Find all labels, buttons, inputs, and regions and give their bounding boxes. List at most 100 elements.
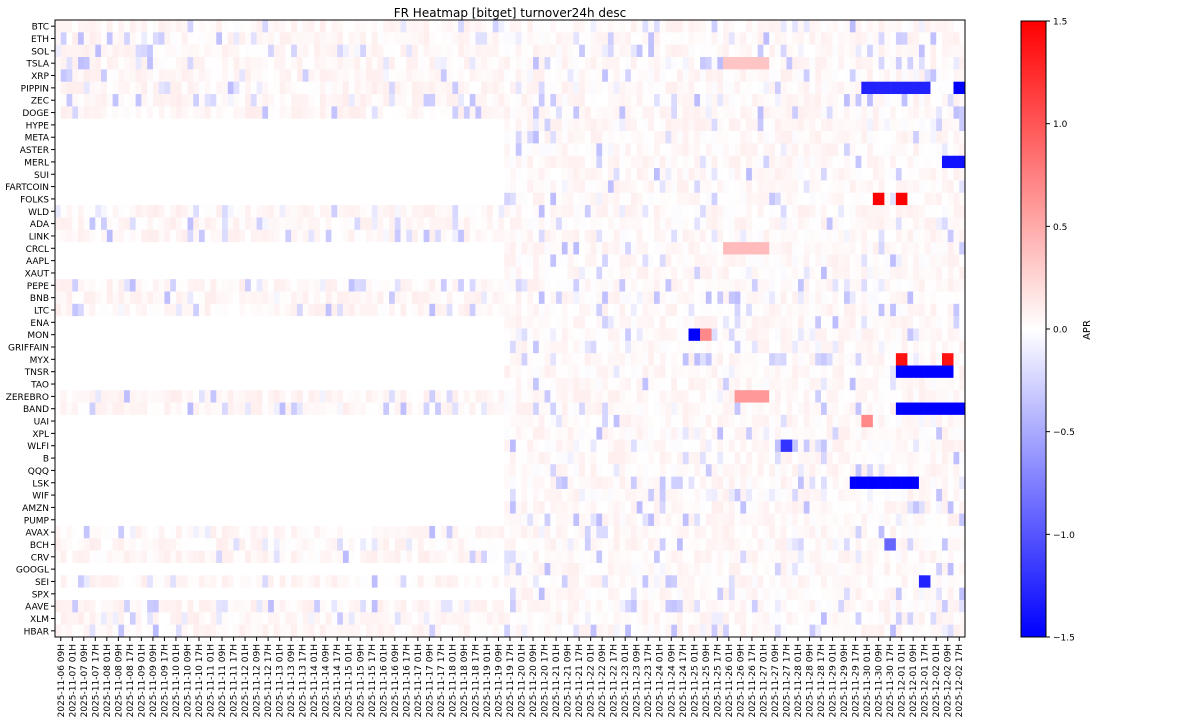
heatmap-cell [394,143,401,157]
heatmap-cell [302,402,309,416]
heatmap-cell [642,155,649,169]
heatmap-cell [78,340,85,354]
heatmap-cell [671,57,678,70]
heatmap-cell [567,57,574,70]
heatmap-cell [377,44,384,58]
heatmap-cell [550,131,557,144]
heatmap-cell [337,377,344,391]
heatmap-cell [913,328,920,342]
heatmap-cell [314,242,321,255]
heatmap-cell [947,316,954,329]
heatmap-cell [688,365,695,379]
heatmap-cell [342,155,350,169]
heatmap-cell [170,69,177,82]
heatmap-cell [89,94,96,107]
heatmap-cell [412,44,419,58]
heatmap-cell [423,205,430,218]
heatmap-cell [89,143,96,157]
heatmap-cell [342,353,350,366]
heatmap-cell [832,205,839,218]
heatmap-cell [222,340,229,354]
heatmap-cell [711,143,718,157]
heatmap-cell [394,180,401,194]
heatmap-cell [786,365,793,379]
heatmap-cell [815,365,822,379]
heatmap-cell [118,81,125,95]
heatmap-cell [250,69,257,82]
heatmap-cell [325,57,332,70]
heatmap-cell [895,131,902,144]
heatmap-cell [913,69,920,82]
heatmap-cell [515,328,522,342]
heatmap-cell [930,94,937,107]
heatmap-cell [129,377,136,391]
heatmap-cell [118,254,125,268]
heatmap-cell [268,242,275,255]
heatmap-cell [895,340,902,354]
heatmap-cell [878,106,885,120]
heatmap-cell [337,279,344,292]
heatmap-cell [262,390,269,403]
heatmap-cell [118,155,125,169]
heatmap-cell [826,118,833,132]
heatmap-cell [279,69,286,82]
heatmap-cell [636,328,643,342]
heatmap-cell [867,316,874,329]
heatmap-cell [584,94,591,107]
heatmap-cell [630,106,638,120]
heatmap-cell [936,168,943,181]
heatmap-cell [947,57,954,70]
heatmap-cell [901,365,908,379]
heatmap-cell [360,69,367,82]
heatmap-cell [705,316,712,329]
heatmap-cell [630,303,638,317]
heatmap-cell [60,316,67,329]
heatmap-cell [596,254,603,268]
heatmap-cell [510,340,517,354]
heatmap-cell [913,205,920,218]
heatmap-cell [164,155,171,169]
heatmap-cell [273,94,280,107]
heatmap-cell [907,316,914,329]
heatmap-cell [544,168,551,181]
heatmap-cell [337,155,344,169]
heatmap-cell [579,155,586,169]
heatmap-cell [314,340,321,354]
heatmap-cell [746,316,753,329]
heatmap-cell [890,94,897,107]
heatmap-cell [763,180,770,194]
heatmap-cell [308,20,315,33]
heatmap-cell [383,377,390,391]
heatmap-cell [308,205,315,218]
heatmap-cell [492,131,499,144]
heatmap-cell [72,143,79,157]
heatmap-cell [498,180,505,194]
heatmap-cell [515,229,522,243]
heatmap-cell [953,365,960,379]
heatmap-cell [878,303,885,317]
heatmap-cell [688,340,695,354]
heatmap-cell [394,32,401,45]
heatmap-cell [895,81,902,95]
heatmap-cell [458,340,465,354]
heatmap-cell [147,180,154,194]
heatmap-cell [792,291,799,305]
heatmap-cell [953,266,960,280]
heatmap-cell [717,180,724,194]
heatmap-cell [694,168,701,181]
heatmap-cell [475,205,482,218]
heatmap-cell [734,131,741,144]
heatmap-cell [124,340,131,354]
heatmap-cell [147,266,154,280]
heatmap-cell [360,303,367,317]
heatmap-cell [941,205,949,218]
heatmap-cell [383,266,390,280]
heatmap-cell [83,303,90,317]
heatmap-cell [452,353,459,366]
heatmap-cell [175,279,183,292]
heatmap-cell [89,131,96,144]
heatmap-cell [953,217,960,231]
heatmap-cell [619,279,626,292]
heatmap-cell [337,365,344,379]
heatmap-cell [872,217,879,231]
